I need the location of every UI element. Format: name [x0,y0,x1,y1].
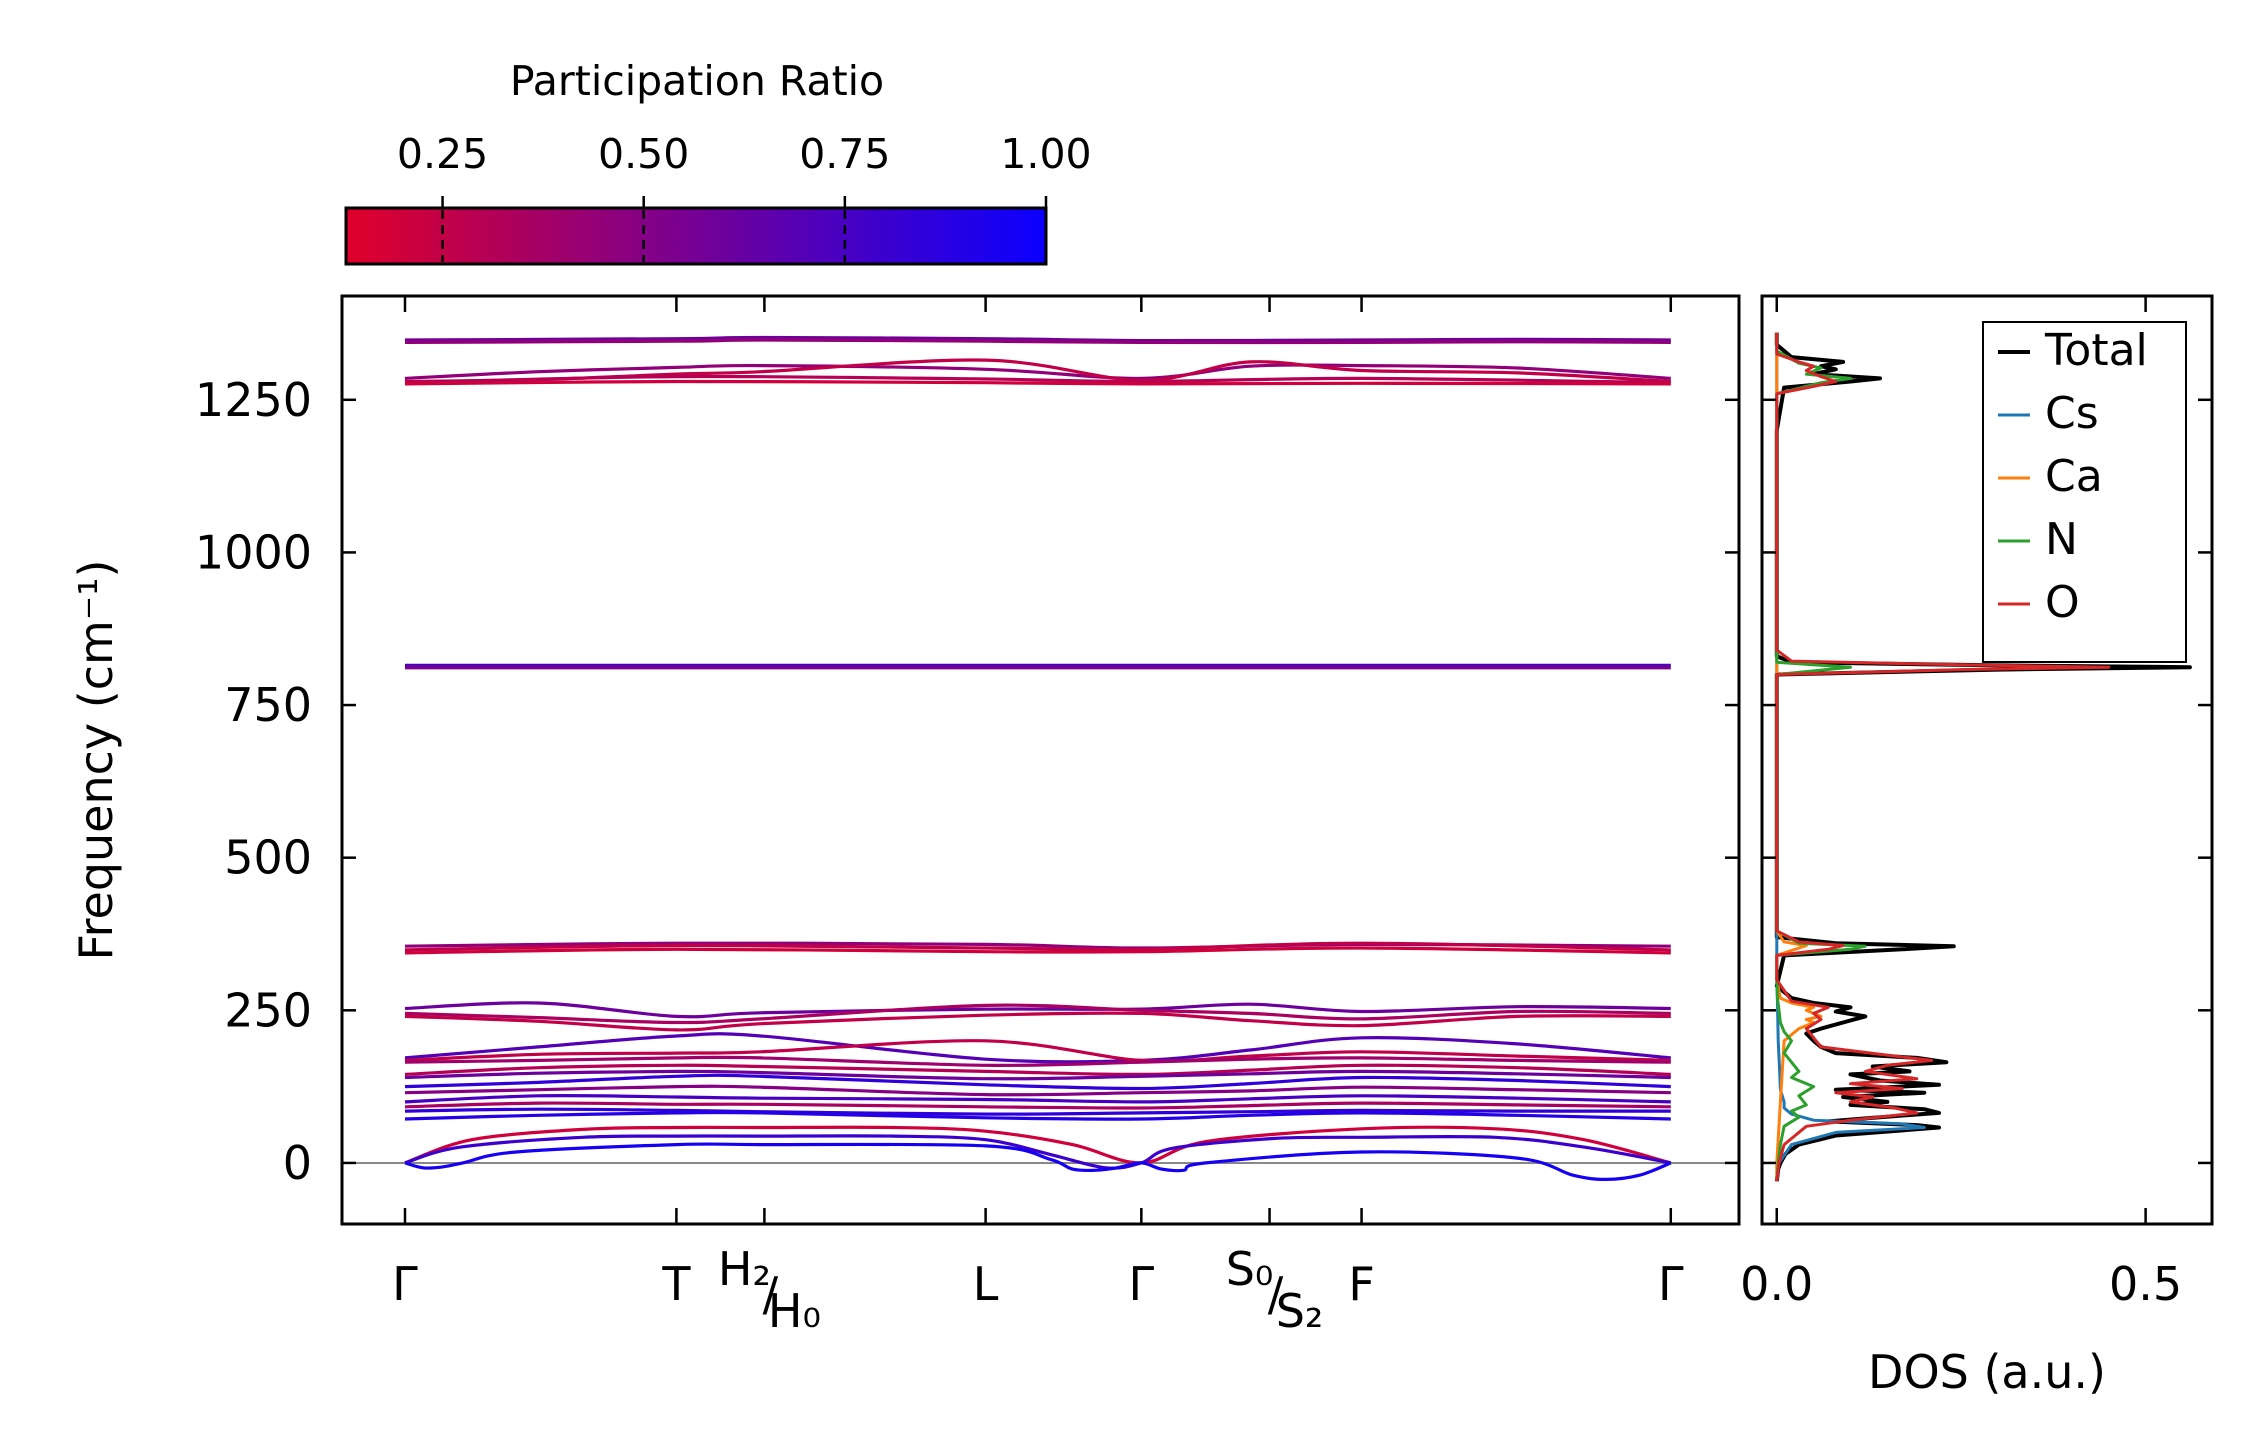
colorbar-title: Participation Ratio [510,57,884,105]
k-label-sub: S₂ [1276,1284,1324,1338]
y-tick-label: 750 [224,678,312,732]
k-label-sup: S₀ [1226,1242,1274,1296]
legend-label: Cs [2045,388,2099,439]
k-label-sub: H₀ [768,1284,821,1338]
y-tick-label: 1250 [195,373,312,427]
band-line [404,1093,1671,1104]
legend-label: Ca [2045,451,2103,502]
band-line [404,1107,1671,1116]
band-line [404,379,1671,386]
dos-ticks: 0.0 0.5 [1740,296,2212,1311]
band-line [404,1069,1671,1081]
dos-x-tick-label: 0.0 [1740,1257,1813,1311]
colorbar-gradient [344,206,1048,266]
colorbar-tick-label: 0.75 [799,130,890,178]
colorbar-ticks [441,196,1048,262]
band-line [404,946,1671,955]
band-line [404,1073,1671,1091]
colorbar-tick-labels: 0.25 0.50 0.75 1.00 [397,130,1092,178]
band-line [404,1011,1671,1032]
k-label-sup: H₂ [718,1242,771,1296]
band-line [404,1003,1671,1025]
band-y-ticks: 0 250 500 750 1000 1250 [195,373,1739,1190]
band-line [404,1134,1672,1170]
band-line [404,1039,1671,1063]
band-line [404,1142,1672,1181]
k-label: T [661,1257,691,1311]
band-axes-frame [340,294,1741,1226]
k-label: L [973,1257,999,1311]
colorbar-tick-label: 1.00 [1000,130,1091,178]
colorbar-tick-label: 0.50 [598,130,689,178]
k-label: Γ [392,1257,418,1311]
band-line [404,1101,1671,1110]
band-line [404,338,1671,345]
y-axis-label: Frequency (cm⁻¹) [69,560,123,961]
dos-x-tick-label: 0.5 [2109,1257,2182,1311]
y-tick-label: 250 [224,983,312,1037]
dos-line-cs [1775,332,1926,1182]
legend-label: O [2045,577,2080,628]
dos-x-axis-label: DOS (a.u.) [1868,1345,2106,1399]
band-line [404,1110,1671,1121]
dos-line-ca [1775,332,1823,1182]
k-label: Γ [1129,1257,1155,1311]
k-label: Γ [1658,1257,1684,1311]
band-line [404,1001,1671,1019]
y-tick-label: 1000 [195,525,312,579]
legend-label: Total [2044,325,2148,376]
y-tick-label: 500 [224,831,312,885]
band-line [404,1055,1671,1068]
band-line [404,1032,1671,1064]
dos-line-total [1774,332,2192,1182]
dos-axes-frame [1760,294,2214,1226]
band-x-ticks: Γ T H₂/H₀ L Γ FS₀/S₂ Γ [392,296,1684,1338]
dos-panel: 0.0 0.5 DOS (a.u.) Total Cs Ca NO [1740,294,2214,1399]
legend-label: N [2045,514,2078,565]
band-line [404,1084,1671,1097]
k-label-slash: / [1268,1267,1284,1321]
band-line [404,335,1671,343]
y-tick-label: 0 [283,1136,312,1190]
band-line [404,374,1671,385]
band-line [404,363,1671,381]
colorbar-tick-label: 0.25 [397,130,488,178]
band-line [404,1063,1671,1077]
colorbar: Participation Ratio 0.25 0.50 0.75 1.00 [344,57,1092,266]
band-line [404,941,1671,952]
band-line [404,1125,1672,1165]
dos-legend: Total Cs Ca NO [1982,321,2187,663]
k-label: F [1348,1257,1374,1311]
band-lines [404,335,1672,1181]
k-label-slash: / [763,1267,779,1321]
dos-line-o [1775,332,2111,1182]
dos-lines [1774,332,2192,1182]
